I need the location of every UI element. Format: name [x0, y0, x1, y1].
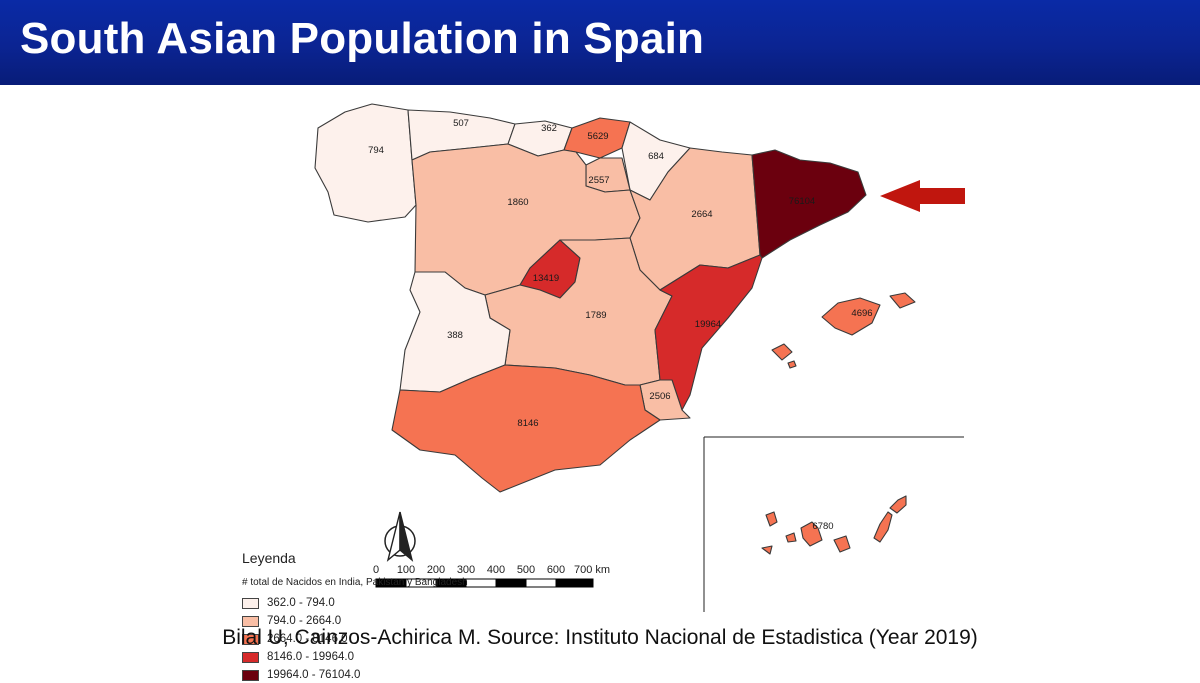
scale-bar: 0 100 200 300 400 500 600 700 km [373, 564, 610, 588]
canary-inset-frame [703, 436, 964, 612]
label-la-rioja: 2557 [588, 175, 609, 186]
label-canarias: 6780 [812, 521, 833, 532]
scale-tick-label: 200 [427, 564, 445, 576]
legend-title: Leyenda [242, 550, 296, 566]
pointer-arrow [880, 180, 965, 212]
label-navarra: 684 [648, 151, 664, 162]
legend-item: 8146.0 - 19964.0 [242, 649, 354, 665]
scale-tick-label: 600 [547, 564, 565, 576]
north-arrow-icon [384, 511, 416, 562]
label-cantabria: 362 [541, 123, 557, 134]
label-valencia: 19964 [695, 319, 721, 330]
label-galicia: 794 [368, 145, 384, 156]
map-area: 794 507 362 5629 684 2557 1860 2664 7610… [0, 85, 1200, 681]
legend-item: 794.0 - 2664.0 [242, 613, 341, 629]
spain-map: 794 507 362 5629 684 2557 1860 2664 7610… [314, 103, 965, 612]
label-castilla-la-mancha: 1789 [585, 310, 606, 321]
label-madrid: 13419 [533, 273, 559, 284]
legend-swatch [242, 615, 259, 627]
legend-item: 19964.0 - 76104.0 [242, 667, 360, 683]
legend-item: 2664.0 - 8146.0 [242, 631, 348, 647]
page-title: South Asian Population in Spain [20, 14, 705, 63]
region-baleares [771, 292, 916, 369]
title-banner: South Asian Population in Spain [0, 0, 1200, 85]
label-aragon: 2664 [691, 209, 712, 220]
source-citation: Bilal U, Cainzos-Achirica M. Source: Ins… [222, 626, 978, 649]
legend-subtitle: # total de Nacidos en India, Pakistan y … [242, 577, 468, 588]
scale-tick-label: 100 [397, 564, 415, 576]
scale-tick-label: 500 [517, 564, 535, 576]
scale-tick-label: 400 [487, 564, 505, 576]
label-andalucia: 8146 [517, 418, 538, 429]
label-cataluna: 76104 [789, 196, 815, 207]
legend-label: 362.0 - 794.0 [267, 597, 335, 609]
region-andalucia [391, 364, 661, 493]
region-galicia [314, 103, 417, 223]
legend-label: 19964.0 - 76104.0 [267, 669, 361, 681]
region-canarias [761, 495, 907, 555]
legend-label: 794.0 - 2664.0 [267, 615, 342, 627]
legend-item: 362.0 - 794.0 [242, 595, 335, 611]
legend-label: 2664.0 - 8146.0 [267, 633, 348, 645]
legend-swatch [242, 597, 259, 609]
label-murcia: 2506 [649, 391, 670, 402]
scale-tick-label: 300 [457, 564, 475, 576]
legend-swatch [242, 633, 259, 645]
label-asturias: 507 [453, 118, 469, 129]
legend-label: 8146.0 - 19964.0 [267, 651, 354, 663]
scale-tick-label: 0 [373, 564, 379, 576]
legend-swatch [242, 651, 259, 663]
label-castilla-y-leon: 1860 [507, 197, 528, 208]
scale-tick-label: 700 km [574, 564, 610, 576]
label-baleares: 4696 [851, 308, 872, 319]
label-pais-vasco: 5629 [587, 131, 608, 142]
label-extremadura: 388 [447, 330, 463, 341]
legend-swatch [242, 669, 259, 681]
